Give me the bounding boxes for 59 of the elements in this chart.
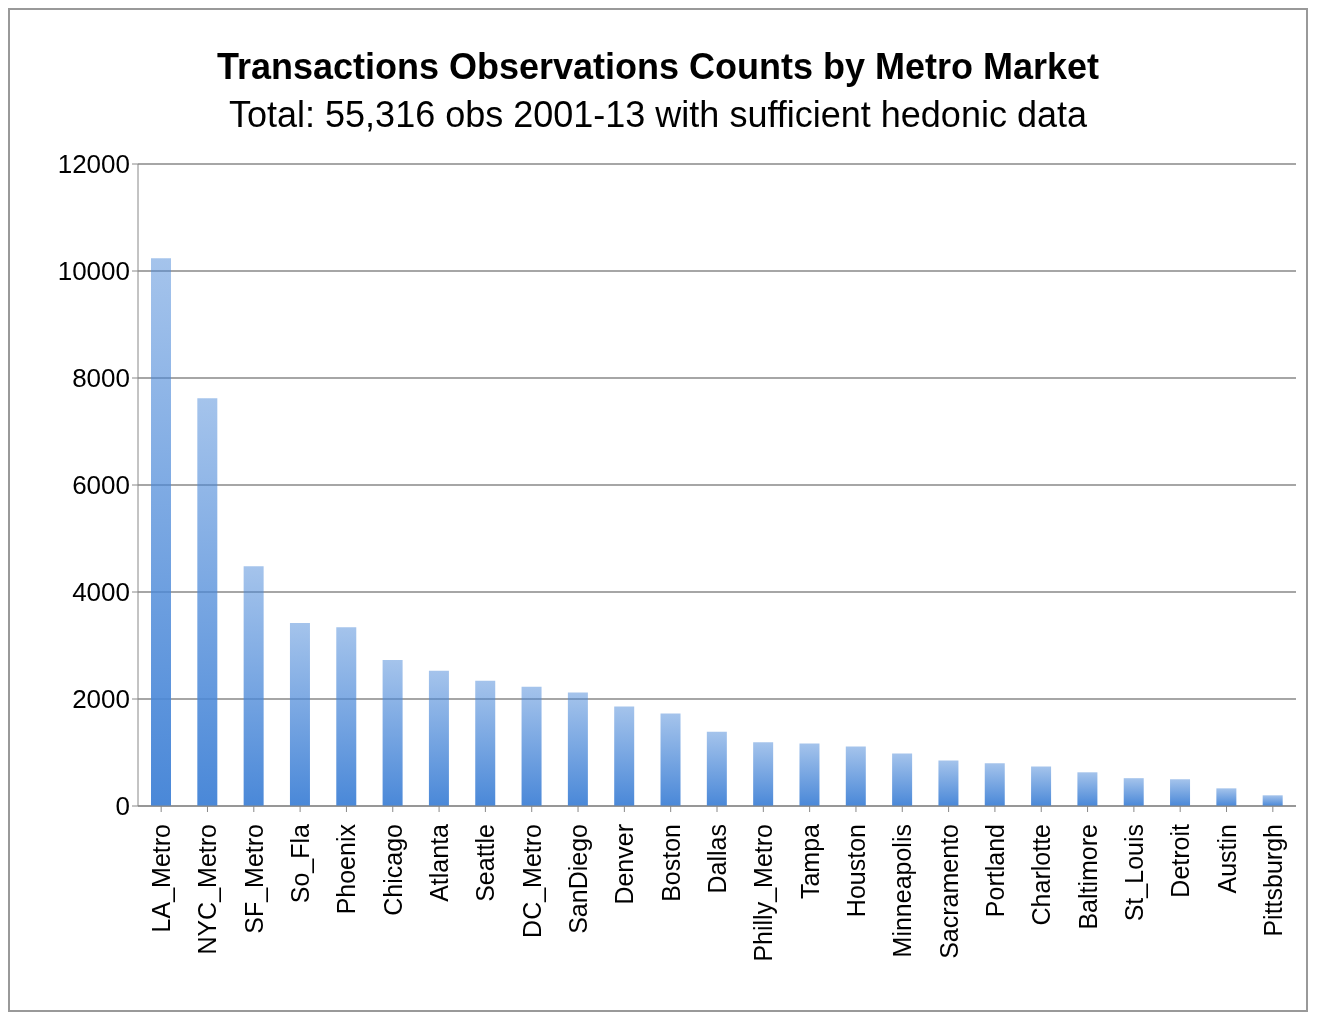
y-tick-label: 4000 <box>72 577 130 608</box>
x-tick-label: Minneapolis <box>888 824 917 958</box>
bar <box>845 746 866 806</box>
x-tick-label: DC_Metro <box>517 824 546 938</box>
bar <box>1123 778 1144 806</box>
x-tick-label: Charlotte <box>1027 824 1056 926</box>
bar <box>521 686 542 806</box>
chart-title: Transactions Observations Counts by Metro Market <box>215 46 1101 88</box>
x-tick-label: Pittsburgh <box>1258 824 1287 937</box>
x-tick-label: St_Louis <box>1119 824 1148 922</box>
x-tick-label: Detroit <box>1166 823 1195 898</box>
bar <box>660 713 681 806</box>
x-tick-label: Seattle <box>471 824 500 902</box>
x-tick-label: Austin <box>1212 824 1241 894</box>
y-tick-label: 10000 <box>57 256 130 287</box>
bar <box>892 753 913 806</box>
y-tick-label: 8000 <box>72 363 130 394</box>
bar <box>336 627 357 806</box>
y-tick-label: 12000 <box>57 149 130 180</box>
bar <box>706 731 727 806</box>
x-tick-label: Portland <box>980 824 1009 918</box>
x-tick-label: Dallas <box>703 824 731 894</box>
x-tick-label: Atlanta <box>425 823 454 902</box>
x-tick-label: Philly_Metro <box>749 824 778 962</box>
x-tick-label: Sacramento <box>934 824 963 959</box>
bar <box>243 566 264 806</box>
x-tick-label: NYC_Metro <box>193 824 222 955</box>
bar <box>428 670 449 806</box>
x-tick-label: Baltimore <box>1073 824 1102 930</box>
bar <box>1170 779 1191 806</box>
bar <box>1262 795 1283 806</box>
bar <box>799 743 820 806</box>
x-tick-label: Boston <box>656 824 685 902</box>
y-tick-label: 0 <box>115 791 130 822</box>
x-tick-label: SanDiego <box>564 824 593 934</box>
bar <box>938 760 959 806</box>
bar <box>1216 788 1237 806</box>
x-tick-label: LA_Metro <box>147 824 176 933</box>
chart-subtitle: Total: 55,316 obs 2001-13 with sufficient hedonic data <box>228 94 1088 136</box>
x-tick-label: Houston <box>841 824 870 918</box>
x-tick-label: So_Fla <box>286 823 315 904</box>
bar <box>614 706 635 806</box>
bar <box>382 659 403 806</box>
bar <box>475 680 496 806</box>
bar <box>1077 772 1098 806</box>
y-tick-label: 2000 <box>72 684 130 715</box>
x-tick-label: SF_Metro <box>239 824 268 934</box>
x-tick-label: Phoenix <box>332 823 361 915</box>
x-tick-label: Tampa <box>795 823 824 900</box>
bar <box>197 398 218 806</box>
bar <box>151 258 171 806</box>
bar <box>567 692 588 806</box>
y-tick-label: 6000 <box>72 470 130 501</box>
bar <box>1031 766 1052 806</box>
bar <box>289 623 310 806</box>
bar <box>753 742 774 806</box>
bar <box>984 763 1005 806</box>
x-tick-label: Chicago <box>378 824 407 916</box>
x-tick-label: Denver <box>610 824 639 905</box>
